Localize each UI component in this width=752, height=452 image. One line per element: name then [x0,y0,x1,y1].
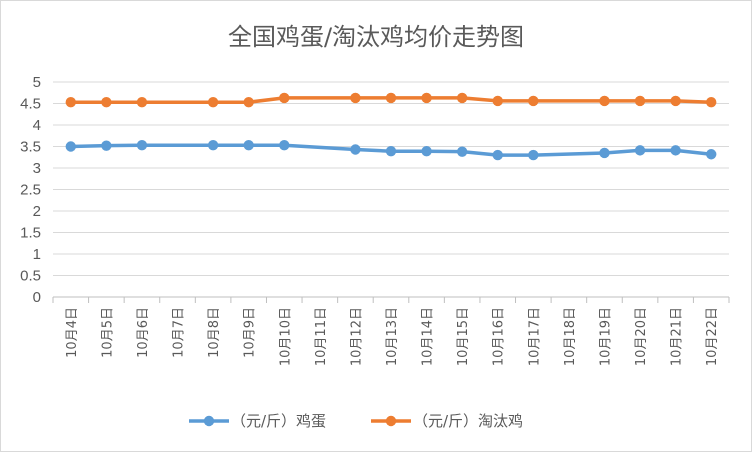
legend-swatch-marker [203,415,215,427]
data-point [136,97,148,108]
legend-swatch-marker [385,415,397,427]
data-point [65,97,76,108]
x-tick-label: 10月12日 [349,307,364,366]
legend-label: （元/斤）淘汰鸡 [413,412,523,430]
x-tick-label: 10月17日 [527,307,542,366]
x-tick-label: 10月14日 [421,307,436,366]
y-tick-label: 4 [33,117,41,134]
data-point [670,145,681,156]
series-2 [65,92,717,108]
data-point [243,97,254,108]
data-point [706,97,717,108]
data-point [492,95,503,107]
x-tick-label: 10月16日 [492,307,507,366]
series-lines [65,92,717,161]
y-tick-label: 3.5 [20,139,41,156]
data-point [492,149,503,161]
data-point [136,140,148,151]
data-point [670,95,681,107]
x-tick-label: 10月15日 [456,307,471,366]
legend: （元/斤）鸡蛋 （元/斤）淘汰鸡 [189,412,523,430]
data-point [456,92,468,104]
y-tick-label: 0.5 [20,268,41,285]
data-point [101,97,112,108]
x-tick-label: 10月20日 [634,307,649,366]
gridlines [53,81,729,276]
data-point [65,141,76,152]
data-point [421,146,432,157]
x-tick-label: 10月19日 [598,307,613,366]
y-axis-tick-labels: 0 0.5 1 1.5 2 2.5 3 3.5 4 4.5 5 [20,74,41,306]
y-tick-label: 3 [33,160,41,177]
x-tick-label: 10月11日 [314,307,329,366]
x-tick-label: 10月8日 [207,307,222,358]
data-point [456,146,468,157]
x-tick-label: 10月5日 [100,307,115,358]
x-tick-label: 10月4日 [65,307,80,358]
data-point [528,95,539,107]
data-point [385,92,397,104]
series-line [69,143,713,157]
data-point [528,149,539,161]
y-tick-label: 5 [33,74,41,91]
data-point [279,92,290,104]
x-tick-label: 10月21日 [670,307,685,366]
data-point [350,92,361,104]
x-tick-label: 10月9日 [243,307,258,358]
y-tick-label: 2.5 [20,182,41,199]
y-tick-label: 1.5 [20,225,41,242]
data-point [599,147,610,159]
axes [52,296,730,303]
legend-label: （元/斤）鸡蛋 [231,412,326,430]
x-tick-label: 10月6日 [136,307,151,358]
y-tick-label: 0 [33,289,41,306]
data-point [599,95,610,107]
data-point [350,144,361,155]
x-tick-label: 10月22日 [705,307,720,366]
chart-title: 全国鸡蛋/淘汰鸡均价走势图 [228,23,524,51]
y-tick-label: 4.5 [20,96,41,113]
x-tick-label: 10月18日 [563,307,578,366]
data-point [101,140,112,151]
legend-item: （元/斤）鸡蛋 [189,412,326,430]
data-point [385,146,397,157]
series-line [69,96,713,104]
x-tick-label: 10月7日 [172,307,187,358]
data-point [706,149,717,160]
data-point [243,140,254,151]
x-tick-label: 10月13日 [385,307,400,366]
legend-item: （元/斤）淘汰鸡 [371,412,523,430]
y-tick-label: 1 [33,246,41,263]
x-tick-label: 10月10日 [278,307,293,366]
data-point [207,97,219,108]
data-point [421,92,432,104]
y-tick-label: 2 [33,203,41,220]
data-point [634,145,646,156]
data-point [279,140,290,151]
x-axis-tick-labels: 10月4日 10月5日 10月6日 10月7日 10月8日 10月9日 10月10日 10月1… [65,307,720,366]
series-1 [65,140,717,161]
data-point [207,140,219,151]
data-point [634,95,646,107]
